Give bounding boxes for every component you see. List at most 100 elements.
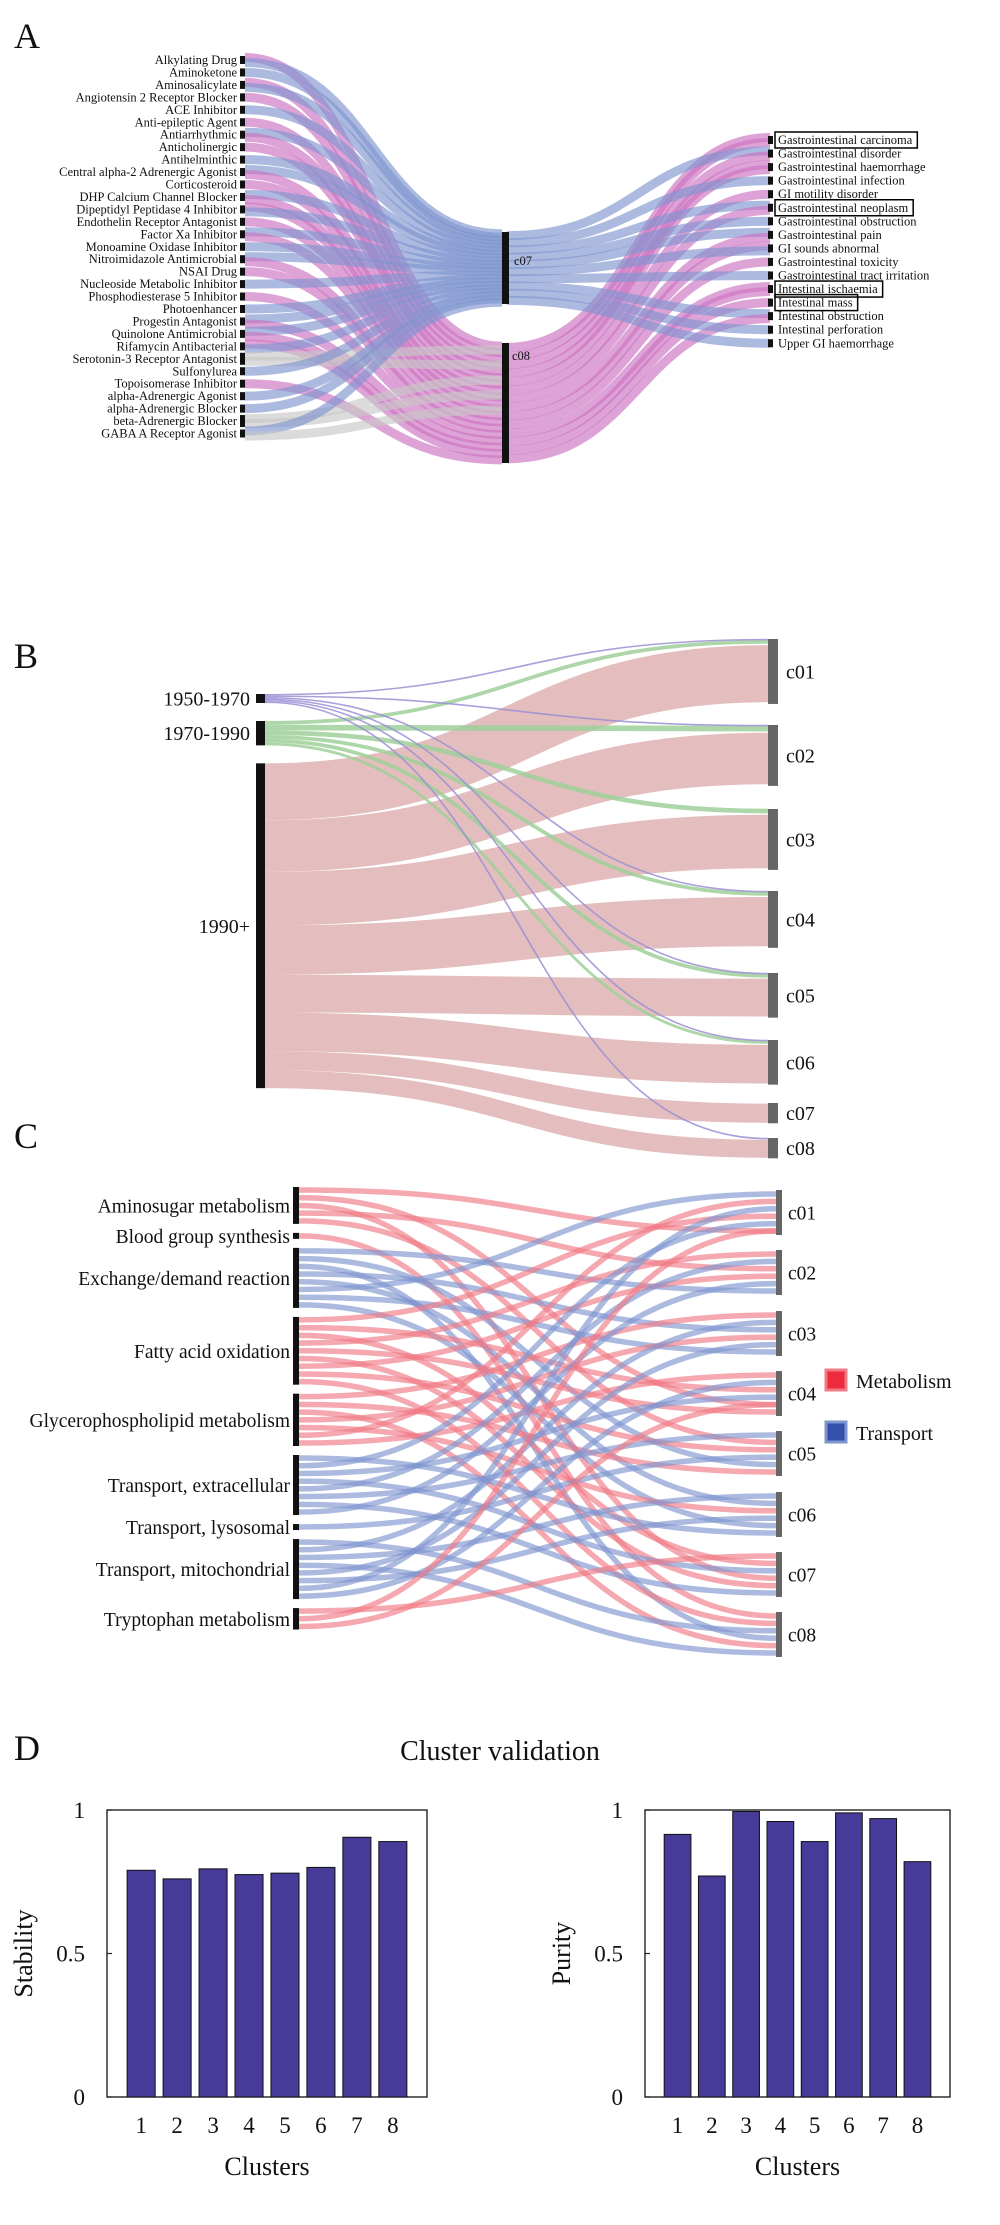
legend-swatch-0 [824, 1368, 848, 1392]
link-a-left-29-0 [244, 375, 503, 424]
left-node-a-19 [240, 292, 245, 301]
link-b-1990+-c05 [264, 974, 769, 1017]
link-b-1990+-c02 [264, 732, 769, 872]
left-node-a-14 [240, 230, 245, 239]
link-a-right-13-0 [506, 281, 771, 319]
link-c-16 [298, 1332, 777, 1567]
link-b-1970-1990-c03 [264, 730, 769, 814]
y-axis-label-2: Purity [547, 1922, 576, 1986]
left-label-a-22: Quinolone Antimicrobial [112, 327, 238, 341]
left-label-a-18: Nucleoside Metabolic Inhibitor [80, 277, 238, 291]
left-label-c-6: Transport, lysosomal [126, 1518, 291, 1539]
right-node-c-6 [776, 1552, 782, 1597]
right-node-a-15 [768, 339, 773, 348]
x-tick-label-2-4: 4 [775, 2113, 787, 2138]
right-label-a-7: Gastrointestinal pain [778, 228, 883, 242]
bar-1-8 [378, 1841, 408, 2098]
left-node-a-29 [240, 415, 245, 428]
link-b-1970-1990-c06 [264, 742, 769, 1044]
link-c-34 [298, 1258, 777, 1492]
left-label-a-26: Topoisomerase Inhibitor [115, 377, 238, 391]
nodes-a: Alkylating DrugAminoketoneAminosalicylat… [59, 53, 930, 463]
link-c-10 [298, 1279, 777, 1507]
x-tick-label-1-6: 6 [315, 2113, 327, 2138]
right-label-box-5 [774, 199, 914, 217]
bar-2-2 [697, 1875, 726, 2098]
link-b-1970-1990-c02 [264, 724, 769, 732]
link-b-1990+-c06 [264, 1012, 769, 1084]
right-label-c-7: c08 [788, 1626, 816, 1647]
link-b-1950-1970-c02 [264, 695, 769, 727]
right-node-a-10 [768, 271, 773, 280]
left-label-a-2: Aminosalicylate [155, 78, 237, 92]
x-axis-label-2: Clusters [755, 2152, 840, 2181]
left-node-a-11 [240, 192, 245, 201]
x-tick-label-2-3: 3 [740, 2113, 752, 2138]
link-b-1970-1990-c05 [264, 738, 769, 978]
right-label-a-1: Gastrointestinal disorder [778, 147, 902, 161]
right-label-c-6: c07 [788, 1566, 816, 1587]
left-node-a-30 [240, 429, 245, 438]
left-label-c-7: Transport, mitochondrial [96, 1560, 291, 1581]
left-label-c-3: Fatty acid oxidation [134, 1342, 290, 1363]
left-node-a-20 [240, 305, 245, 313]
left-label-c-0: Aminosugar metabolism [98, 1196, 290, 1217]
links-a [244, 53, 771, 465]
link-c-27 [298, 1424, 777, 1514]
left-label-c-8: Tryptophan metabolism [104, 1610, 290, 1631]
right-label-c-2: c03 [788, 1325, 816, 1346]
right-label-box-12 [774, 293, 859, 312]
left-node-a-1 [240, 68, 245, 77]
right-label-b-1: c02 [786, 745, 815, 767]
left-label-b-0: 1950-1970 [163, 689, 250, 711]
left-node-a-13 [240, 217, 245, 226]
right-label-box-0 [774, 131, 919, 149]
right-node-c-5 [776, 1492, 782, 1537]
left-node-c-1 [293, 1232, 299, 1239]
left-label-b-2: 1990+ [199, 916, 250, 938]
right-label-a-10: Gastrointestinal tract irritation [778, 269, 930, 283]
left-node-b-0 [256, 694, 265, 703]
left-node-a-0 [240, 56, 245, 64]
right-node-c-1 [776, 1250, 782, 1295]
link-b-1950-1970-c08 [264, 701, 769, 1140]
x-tick-label-2-5: 5 [809, 2113, 821, 2138]
link-b-1990+-c07 [264, 1051, 769, 1123]
left-label-a-17: NSAI Drug [179, 265, 238, 279]
right-node-a-3 [768, 176, 773, 185]
left-node-a-27 [240, 392, 245, 401]
bar-1-6 [306, 1866, 336, 2098]
left-label-a-5: Anti-epileptic Agent [135, 115, 238, 129]
right-label-a-13: Intestinal obstruction [778, 309, 885, 323]
left-node-a-8 [240, 155, 245, 164]
panel-letter-d: D [14, 1728, 40, 1768]
left-node-a-24 [240, 352, 245, 365]
left-node-a-5 [240, 118, 245, 127]
right-node-b-2 [768, 809, 778, 870]
left-label-a-8: Antihelminthic [161, 153, 237, 167]
left-node-a-21 [240, 317, 245, 326]
right-label-c-3: c04 [788, 1385, 816, 1406]
link-a-right-10-0 [506, 271, 771, 284]
left-label-c-5: Transport, extracellular [108, 1476, 291, 1497]
bar-2-8 [903, 1861, 932, 2098]
sankey-panel-c: Aminosugar metabolism Blood group synthes… [29, 1187, 952, 1657]
chart-title-d: Cluster validation [400, 1736, 600, 1767]
nodes-c: Aminosugar metabolism Blood group synthes… [29, 1187, 816, 1657]
right-label-a-14: Intestinal perforation [778, 323, 884, 337]
right-label-a-2: Gastrointestinal haemorrhage [778, 160, 926, 174]
link-c-43 [298, 1341, 777, 1576]
sankey-panel-a: Alkylating DrugAminoketoneAminosalicylat… [59, 53, 930, 465]
left-label-a-23: Rifamycin Antibacterial [117, 339, 238, 353]
left-node-a-10 [240, 180, 245, 189]
link-c-29 [298, 1372, 777, 1446]
left-label-a-10: Corticosteroid [165, 178, 237, 192]
bar-2-1 [663, 1833, 692, 2098]
link-a-left-6-0 [244, 127, 503, 252]
link-c-44 [298, 1515, 777, 1584]
right-node-a-6 [768, 217, 773, 226]
link-a-right-3-0 [506, 176, 771, 248]
left-node-a-23 [240, 342, 245, 351]
bar-1-4 [234, 1874, 264, 2098]
